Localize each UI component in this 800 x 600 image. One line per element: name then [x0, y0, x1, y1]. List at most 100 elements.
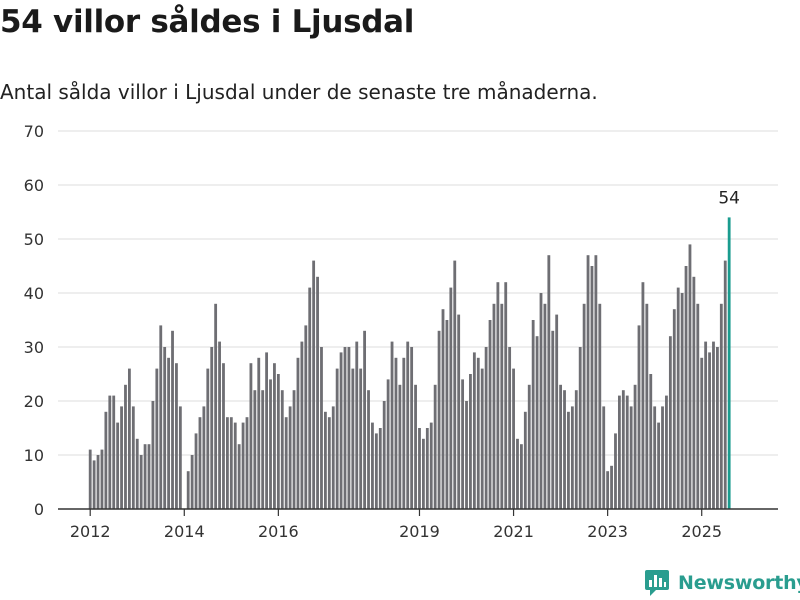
- bar: [253, 390, 257, 509]
- bar: [684, 266, 688, 509]
- bar: [241, 422, 245, 509]
- bar: [653, 406, 657, 509]
- bar: [335, 368, 339, 509]
- bar: [257, 357, 261, 509]
- bar: [543, 303, 547, 509]
- bar: [531, 320, 535, 509]
- bar: [457, 314, 461, 509]
- bar: [516, 438, 519, 509]
- bar: [316, 276, 319, 509]
- highlighted-bar: [727, 217, 731, 509]
- bar: [280, 390, 284, 509]
- x-tick-label: 2021: [493, 522, 534, 541]
- newsworthy-brand: Newsworthy: [644, 568, 800, 598]
- x-tick-label: 2012: [70, 522, 111, 541]
- highlight-value-label: 54: [718, 188, 740, 208]
- bar: [233, 422, 237, 509]
- bar: [512, 368, 515, 509]
- bar: [649, 374, 653, 509]
- y-tick-label: 0: [34, 500, 44, 519]
- bar: [288, 406, 292, 509]
- bar: [657, 422, 661, 509]
- bar: [363, 330, 367, 509]
- bar: [602, 406, 606, 509]
- bar: [429, 422, 433, 509]
- bar: [398, 384, 402, 509]
- bar: [323, 411, 327, 509]
- y-tick-label: 50: [24, 230, 44, 249]
- bar: [163, 347, 167, 509]
- bar: [688, 244, 692, 509]
- bar: [453, 260, 457, 509]
- bar: [535, 336, 539, 509]
- bar: [570, 406, 574, 509]
- bar: [441, 309, 445, 509]
- bar: [88, 449, 92, 509]
- bar: [461, 379, 465, 509]
- bar: [625, 395, 629, 509]
- bar: [308, 287, 312, 509]
- bar: [484, 347, 488, 509]
- bar: [476, 357, 480, 509]
- bar: [574, 390, 578, 509]
- bar: [284, 417, 288, 509]
- brand-name: Newsworthy: [678, 572, 800, 594]
- bar: [504, 282, 508, 509]
- bar: [594, 255, 598, 509]
- bar: [410, 347, 414, 509]
- bar: [719, 303, 723, 509]
- bar: [567, 411, 570, 509]
- bar: [614, 433, 617, 509]
- bar: [343, 347, 347, 509]
- bar: [519, 444, 523, 509]
- bar: [637, 325, 641, 509]
- bar: [304, 325, 308, 509]
- bar: [347, 347, 351, 509]
- bar: [131, 406, 135, 509]
- bar: [194, 433, 198, 509]
- bar: [563, 390, 566, 509]
- bar: [500, 303, 504, 509]
- bar: [496, 282, 500, 509]
- bar: [551, 330, 555, 509]
- bar: [414, 384, 417, 509]
- bar: [527, 384, 531, 509]
- bar: [488, 320, 492, 509]
- bar: [402, 357, 406, 509]
- bar: [175, 363, 178, 509]
- bar: [390, 341, 394, 509]
- bar: [339, 352, 343, 509]
- bar: [723, 260, 727, 509]
- bar: [178, 406, 182, 509]
- bar-chart: 0 10 20 30 40 50 60 70 2012 2014 2016 2019 2021 2023 2…: [24, 122, 778, 541]
- bar: [633, 384, 637, 509]
- bar: [598, 303, 602, 509]
- bar: [249, 363, 253, 509]
- bar: [202, 406, 206, 509]
- bar: [261, 390, 265, 509]
- x-tick-label: 2025: [681, 522, 722, 541]
- bar: [700, 357, 704, 509]
- bar: [124, 384, 127, 509]
- bar: [186, 471, 190, 509]
- bar: [586, 255, 590, 509]
- bar: [214, 303, 218, 509]
- bar: [641, 282, 645, 509]
- bar: [159, 325, 163, 509]
- newsworthy-logo-icon: [645, 570, 669, 596]
- bar: [104, 411, 108, 509]
- bar: [108, 395, 112, 509]
- bar: [692, 276, 696, 509]
- bar: [374, 433, 378, 509]
- bar: [617, 395, 621, 509]
- bar: [394, 357, 398, 509]
- bar: [245, 417, 249, 509]
- bar: [445, 320, 449, 509]
- bar: [680, 293, 684, 509]
- bar: [472, 352, 476, 509]
- bar: [312, 260, 316, 509]
- bar: [112, 395, 116, 509]
- bar: [351, 368, 355, 509]
- bar: [437, 330, 441, 509]
- bar: [155, 368, 159, 509]
